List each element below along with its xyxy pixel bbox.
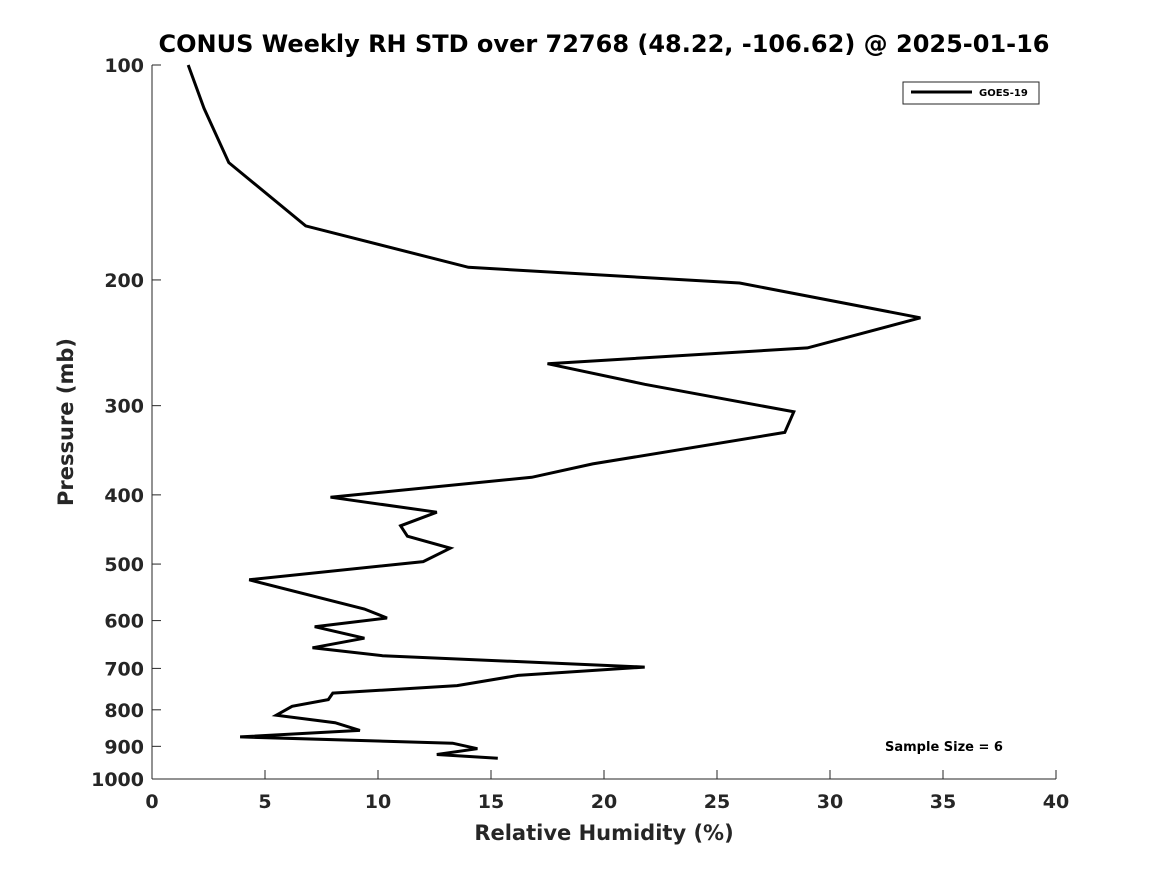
x-tick-label: 25 bbox=[704, 791, 730, 813]
legend: GOES-19 bbox=[902, 81, 1040, 105]
legend-entry: GOES-19 bbox=[979, 88, 1028, 99]
y-tick-label: 500 bbox=[104, 554, 144, 576]
x-axis-label: Relative Humidity (%) bbox=[474, 821, 733, 845]
y-tick-label: 900 bbox=[104, 736, 144, 758]
y-tick-label: 100 bbox=[104, 55, 144, 77]
series-line-goes-19 bbox=[186, 64, 921, 760]
y-tick-label: 200 bbox=[104, 270, 144, 292]
plot-area bbox=[152, 65, 1056, 779]
x-tick-label: 30 bbox=[817, 791, 843, 813]
y-tick-label: 600 bbox=[104, 611, 144, 633]
x-tick-label: 35 bbox=[930, 791, 956, 813]
sample-size-annotation: Sample Size = 6 bbox=[885, 740, 1003, 755]
y-tick-label: 400 bbox=[104, 485, 144, 507]
x-tick-label: 0 bbox=[145, 791, 158, 813]
y-tick-label: 300 bbox=[104, 396, 144, 418]
x-axis-ticks: 0 5 10 15 20 25 30 35 40 bbox=[145, 770, 1069, 813]
y-tick-label: 1000 bbox=[91, 769, 144, 791]
x-tick-label: 40 bbox=[1043, 791, 1069, 813]
y-axis-label: Pressure (mb) bbox=[54, 338, 78, 506]
y-axis-ticks: 100 200 300 400 500 600 700 800 900 1000 bbox=[91, 55, 161, 791]
y-tick-label: 700 bbox=[104, 658, 144, 680]
x-tick-label: 10 bbox=[365, 791, 391, 813]
x-tick-label: 5 bbox=[258, 791, 271, 813]
chart-title: CONUS Weekly RH STD over 72768 (48.22, -… bbox=[158, 30, 1049, 58]
x-tick-label: 15 bbox=[478, 791, 504, 813]
y-tick-label: 800 bbox=[104, 700, 144, 722]
x-tick-label: 20 bbox=[591, 791, 617, 813]
